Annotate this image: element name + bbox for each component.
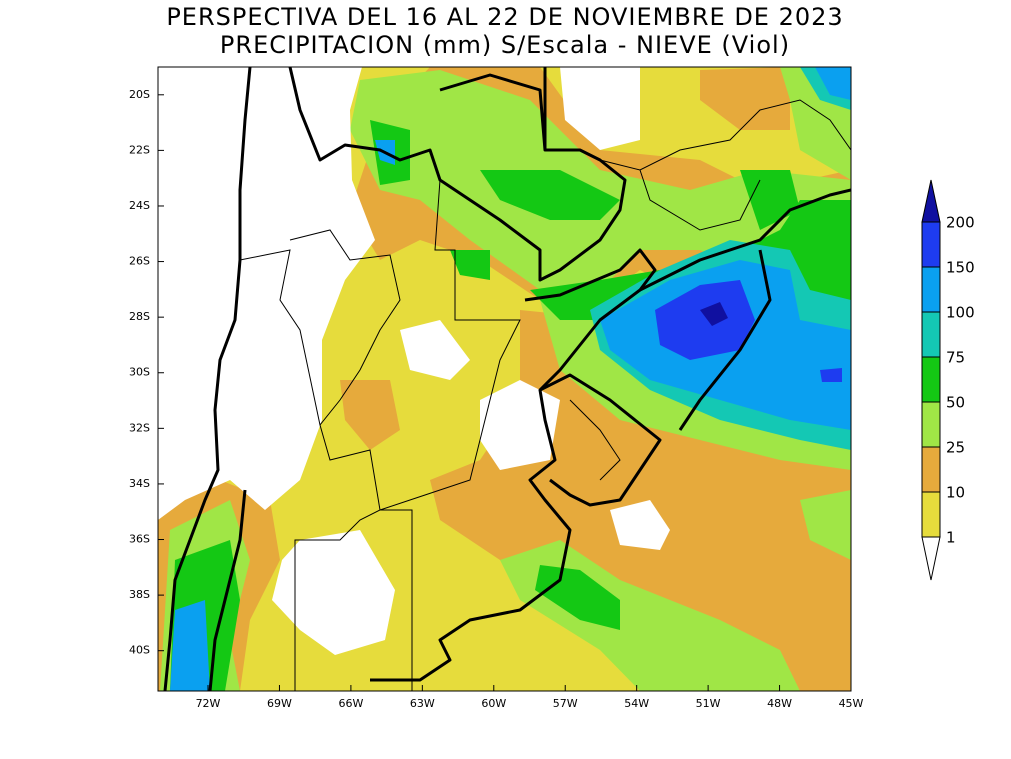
- x-tick-label: 66W: [338, 697, 363, 710]
- x-tick-label: 48W: [767, 697, 792, 710]
- colorbar-box: [921, 311, 941, 358]
- colorbar-box: [921, 491, 941, 538]
- map-frame: [157, 66, 852, 692]
- colorbar-label: 100: [946, 304, 975, 322]
- precip-field: [158, 67, 851, 691]
- x-tick-label: 60W: [481, 697, 506, 710]
- colorbar-label: 25: [946, 439, 965, 457]
- colorbar-label: 1: [946, 529, 956, 547]
- y-tick-label: 22S: [129, 143, 150, 156]
- axes: 72W 69W 66W 63W 60W 57W 54W 51W 48W 45W 20S 22S 24S 2…: [129, 88, 864, 710]
- x-tick-label: 45W: [839, 697, 864, 710]
- y-tick-label: 28S: [129, 310, 150, 323]
- colorbar-triangle: [921, 179, 941, 223]
- colorbar-label: 10: [946, 484, 965, 502]
- y-tick-label: 26S: [129, 255, 150, 268]
- colorbar-box: [921, 356, 941, 403]
- colorbar-box: [921, 401, 941, 448]
- y-tick-label: 24S: [129, 199, 150, 212]
- x-tick-label: 57W: [553, 697, 578, 710]
- colorbar-box: [921, 221, 941, 268]
- y-tick-label: 38S: [129, 588, 150, 601]
- y-tick-label: 34S: [129, 477, 150, 490]
- colorbar: 1 10 25 50 75 100 150 200: [921, 179, 975, 581]
- x-tick-label: 72W: [196, 697, 221, 710]
- title-line: PRECIPITACION (mm) S/Escala - NIEVE (Vio…: [220, 31, 790, 59]
- colorbar-box: [921, 266, 941, 313]
- x-tick-label: 69W: [267, 697, 292, 710]
- colorbar-box: [921, 446, 941, 493]
- y-tick-label: 40S: [129, 644, 150, 657]
- y-tick-label: 20S: [129, 88, 150, 101]
- title-line: PERSPECTIVA DEL 16 AL 22 DE NOVIEMBRE DE…: [166, 3, 843, 31]
- colorbar-triangle: [921, 536, 941, 581]
- colorbar-label: 50: [946, 394, 965, 412]
- colorbar-label: 150: [946, 259, 975, 277]
- y-tick-label: 30S: [129, 366, 150, 379]
- borders: [163, 67, 851, 691]
- x-tick-label: 63W: [410, 697, 435, 710]
- colorbar-label: 200: [946, 214, 975, 232]
- colorbar-label: 75: [946, 349, 965, 367]
- x-tick-label: 51W: [696, 697, 721, 710]
- x-tick-label: 54W: [624, 697, 649, 710]
- y-tick-label: 32S: [129, 421, 150, 434]
- y-tick-label: 36S: [129, 533, 150, 546]
